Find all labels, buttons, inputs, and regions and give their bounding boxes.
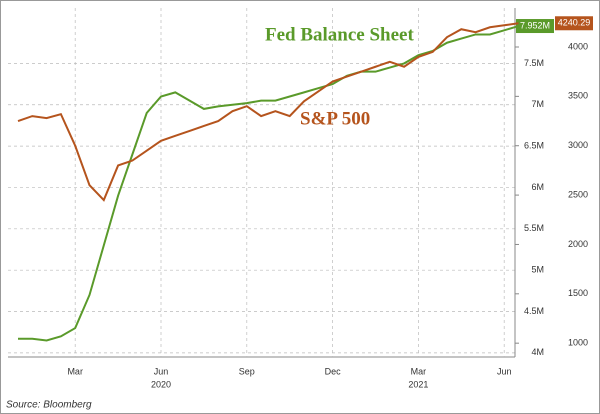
y2-tick-label: 4000: [568, 41, 588, 51]
value-label: 4240.29: [558, 18, 591, 28]
y-tick-label: 6.5M: [524, 140, 544, 150]
y-tick-label: 4.5M: [524, 306, 544, 316]
x-tick-label: Mar: [411, 366, 427, 376]
y-tick-label: 4M: [531, 347, 544, 357]
x-tick-label: Sep: [239, 366, 255, 376]
y-tick-label: 5.5M: [524, 223, 544, 233]
year-label: 2020: [151, 379, 171, 389]
y2-tick-label: 2500: [568, 189, 588, 199]
value-label-box: [516, 19, 554, 34]
y2-tick-label: 1500: [568, 288, 588, 298]
series-line: [17, 22, 519, 202]
y-tick-label: 6M: [531, 182, 544, 192]
value-label: 7.952M: [520, 20, 550, 30]
x-tick-label: Jun: [497, 366, 512, 376]
series-label: Fed Balance Sheet: [265, 24, 414, 45]
y2-tick-label: 1000: [568, 338, 588, 348]
x-tick-label: Mar: [67, 366, 83, 376]
value-label-box: [555, 16, 593, 31]
y2-tick-label: 3000: [568, 140, 588, 150]
y2-tick-label: 2000: [568, 239, 588, 249]
series-label: S&P 500: [300, 108, 370, 129]
x-tick-label: Dec: [325, 366, 342, 376]
x-tick-label: Jun: [154, 366, 169, 376]
y2-tick-label: 3500: [568, 91, 588, 101]
year-label: 2021: [408, 379, 428, 389]
y-tick-label: 5M: [531, 265, 544, 275]
y-tick-label: 7M: [531, 99, 544, 109]
source-note: Source: Bloomberg: [6, 400, 92, 411]
y-tick-label: 7.5M: [524, 58, 544, 68]
